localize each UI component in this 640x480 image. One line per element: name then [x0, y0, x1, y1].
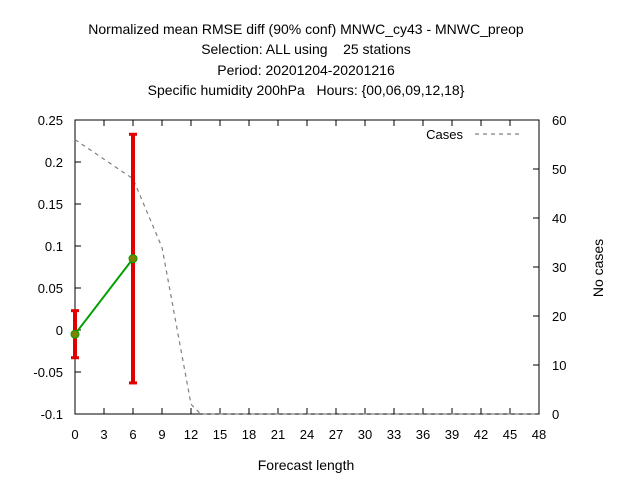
y-tick-label: 0.25: [38, 113, 63, 128]
x-tick-label: 39: [445, 427, 459, 442]
y2-tick-label: 60: [552, 113, 566, 128]
x-tick-label: 12: [184, 427, 198, 442]
x-tick-label: 42: [474, 427, 488, 442]
plot-frame: [74, 119, 540, 415]
x-tick-label: 0: [71, 427, 78, 442]
x-tick-label: 18: [242, 427, 256, 442]
data-point: [128, 254, 138, 264]
x-tick-label: 3: [100, 427, 107, 442]
x-tick-label: 15: [213, 427, 227, 442]
plot-area: 0 3 6 9 12 15 18 21 24 27 30 33 36 39 42 45 48-0.1-0.050…: [33, 113, 566, 442]
x-tick-label: 30: [358, 427, 372, 442]
y2-tick-label: 10: [552, 358, 566, 373]
x-tick-label: 45: [503, 427, 517, 442]
x-axis-label: Forecast length: [258, 457, 355, 473]
cases-series-line: [74, 139, 539, 415]
rmse-diff-line: [74, 257, 134, 335]
y-tick-label: -0.05: [33, 365, 63, 380]
y2-tick-label: 40: [552, 211, 566, 226]
y-tick-label: -0.1: [41, 407, 63, 422]
y-tick-label: 0.15: [38, 197, 63, 212]
x-tick-label: 6: [129, 427, 136, 442]
y2-tick-label: 20: [552, 309, 566, 324]
y-tick-label: 0.2: [45, 155, 63, 170]
title-line-3: Period: 20201204-20201216: [217, 62, 395, 78]
x-tick-label: 27: [329, 427, 343, 442]
x-tick-label: 24: [300, 427, 314, 442]
title-line-2: Selection: ALL using 25 stations: [201, 41, 411, 57]
x-tick-label: 33: [387, 427, 401, 442]
title-line-1: Normalized mean RMSE diff (90% conf) MNW…: [88, 21, 524, 37]
x-tick-label: 9: [158, 427, 165, 442]
y2-axis-label: No cases: [590, 239, 606, 297]
y-tick-label: 0.1: [45, 239, 63, 254]
legend-label-cases: Cases: [426, 127, 463, 142]
chart-title: Normalized mean RMSE diff (90% conf) MNW…: [88, 21, 524, 98]
y2-tick-label: 0: [552, 407, 559, 422]
x-tick-label: 21: [271, 427, 285, 442]
title-line-4: Specific humidity 200hPa Hours: {00,06,0…: [148, 82, 465, 98]
x-tick-label: 36: [416, 427, 430, 442]
y2-tick-label: 30: [552, 260, 566, 275]
y-tick-label: 0: [56, 323, 63, 338]
y-tick-label: 0.05: [38, 281, 63, 296]
x-tick-label: 48: [532, 427, 546, 442]
y2-tick-label: 50: [552, 162, 566, 177]
data-point: [70, 329, 80, 339]
